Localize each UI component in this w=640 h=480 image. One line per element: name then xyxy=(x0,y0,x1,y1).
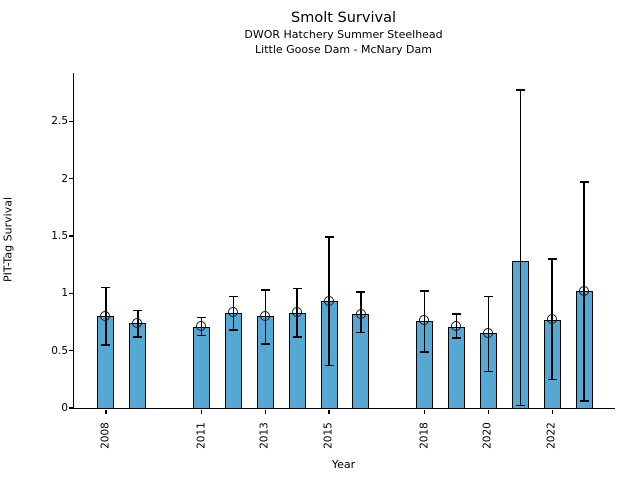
error-cap-top-2012 xyxy=(228,295,238,298)
error-cap-top-2019 xyxy=(452,313,462,315)
y-axis-label: PIT-Tag Survival xyxy=(1,197,15,283)
point-marker-2008 xyxy=(100,310,111,321)
y-axis-tick xyxy=(69,120,73,122)
point-marker-2022 xyxy=(546,314,557,325)
y-axis-tick-label: 2 xyxy=(61,172,68,185)
x-axis-tick xyxy=(487,410,490,414)
x-axis-tick-label: 2011 xyxy=(195,422,208,449)
error-cap-top-2009 xyxy=(133,309,143,312)
plot-area: 0 0.5 1 1.5 2 2.5 2008 2011 2013 2015 2018 2020 2022 xyxy=(51,73,615,449)
y-axis-tick-label: 2.5 xyxy=(51,115,68,128)
point-marker-2013 xyxy=(259,310,270,321)
error-cap-bottom-2016 xyxy=(356,331,366,334)
error-cap-bottom-2023 xyxy=(579,400,589,402)
error-cap-bottom-2013 xyxy=(260,343,270,345)
x-axis-tick xyxy=(328,410,330,414)
error-cap-bottom-2018 xyxy=(420,351,430,353)
point-marker-2019 xyxy=(451,321,462,332)
error-cap-top-2008 xyxy=(101,286,111,289)
error-cap-top-2021 xyxy=(515,89,525,91)
point-marker-2011 xyxy=(196,321,207,332)
y-axis-tick xyxy=(69,407,73,409)
error-cap-top-2016 xyxy=(356,291,366,293)
error-cap-bottom-2020 xyxy=(483,370,493,373)
error-cap-top-2011 xyxy=(197,316,207,319)
title-block: Smolt Survival DWOR Hatchery Summer Stee… xyxy=(73,8,614,57)
point-marker-2023 xyxy=(578,285,589,296)
error-cap-bottom-2014 xyxy=(292,336,302,338)
y-axis-tick xyxy=(69,177,73,180)
error-cap-bottom-2012 xyxy=(228,329,238,331)
point-marker-2012 xyxy=(227,307,238,318)
y-axis-tick xyxy=(69,349,73,352)
error-cap-bottom-2021 xyxy=(515,404,525,407)
error-cap-top-2022 xyxy=(547,258,557,260)
point-marker-2020 xyxy=(483,328,494,339)
x-axis-tick xyxy=(551,410,553,414)
point-marker-2009 xyxy=(132,317,143,328)
error-cap-top-2013 xyxy=(260,289,270,291)
x-axis-label: Year xyxy=(331,458,356,471)
error-cap-top-2018 xyxy=(420,290,430,292)
y-axis-tick-label: 0 xyxy=(61,402,68,414)
x-axis-tick-label: 2020 xyxy=(481,422,494,449)
x-axis-tick-label: 2022 xyxy=(545,422,558,449)
error-cap-bottom-2009 xyxy=(133,336,143,338)
x-axis-tick-label: 2008 xyxy=(99,422,112,449)
y-axis-tick xyxy=(69,292,73,294)
point-marker-2014 xyxy=(291,307,302,318)
x-axis-tick xyxy=(264,410,266,414)
x-axis-tick-label: 2015 xyxy=(322,422,335,449)
error-cap-bottom-2019 xyxy=(452,337,462,339)
bar-2011 xyxy=(193,326,211,408)
error-bar-2021 xyxy=(519,90,522,406)
x-axis-tick xyxy=(424,410,426,414)
error-cap-bottom-2022 xyxy=(547,378,557,381)
error-cap-top-2020 xyxy=(483,295,493,298)
chart-subtitle-line1: DWOR Hatchery Summer Steelhead xyxy=(244,28,443,41)
x-axis-tick xyxy=(105,410,107,414)
error-cap-bottom-2015 xyxy=(324,364,334,367)
error-cap-top-2023 xyxy=(579,181,589,183)
x-axis-tick-label: 2013 xyxy=(258,422,271,449)
error-cap-bottom-2011 xyxy=(197,334,207,337)
point-marker-2015 xyxy=(323,295,334,306)
y-axis-tick-label: 1 xyxy=(61,287,68,300)
error-cap-top-2014 xyxy=(292,287,302,290)
error-cap-top-2015 xyxy=(324,236,334,238)
y-axis-tick-label: 0.5 xyxy=(51,344,68,357)
error-cap-bottom-2008 xyxy=(101,344,111,346)
chart-subtitle-line2: Little Goose Dam - McNary Dam xyxy=(255,42,432,56)
x-axis-tick xyxy=(200,410,203,414)
y-axis-tick xyxy=(69,235,73,237)
chart-title: Smolt Survival xyxy=(291,10,396,26)
y-axis-tick-label: 1.5 xyxy=(51,229,68,242)
point-marker-2018 xyxy=(419,315,430,326)
x-axis-tick-label: 2018 xyxy=(418,422,431,449)
point-marker-2016 xyxy=(355,308,366,319)
